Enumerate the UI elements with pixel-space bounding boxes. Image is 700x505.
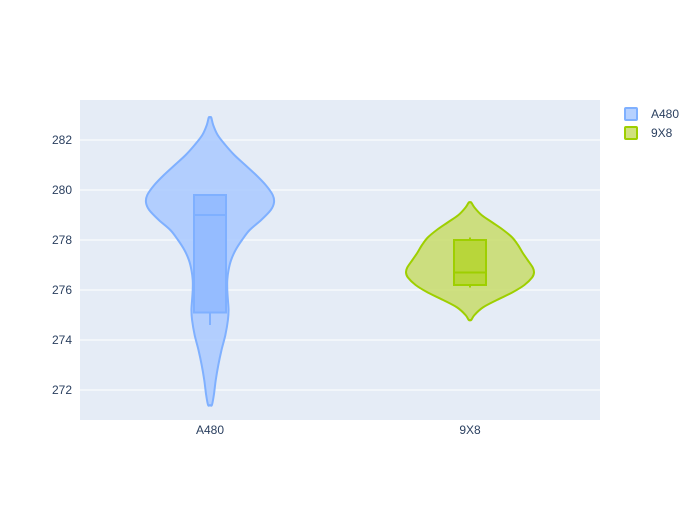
legend-label: 9X8 xyxy=(651,126,673,140)
violin-9x8[interactable] xyxy=(404,201,536,322)
violin-box[interactable] xyxy=(453,239,487,286)
gridlines xyxy=(80,139,600,391)
violins xyxy=(144,115,536,407)
x-tick-label: 9X8 xyxy=(459,423,481,437)
legend-item-9x8[interactable]: 9X8 xyxy=(624,126,673,140)
x-axis-ticks: A480 9X8 xyxy=(196,423,481,437)
violin-box[interactable] xyxy=(193,194,227,314)
y-tick-label: 274 xyxy=(52,333,72,347)
violin-a480[interactable] xyxy=(144,115,276,407)
x-tick-label: A480 xyxy=(196,423,224,437)
legend-swatch xyxy=(624,107,638,121)
legend-swatch xyxy=(624,126,638,140)
legend[interactable]: A480 9X8 xyxy=(624,107,679,140)
y-axis-ticks: 272 274 276 278 280 282 xyxy=(52,133,72,397)
y-tick-label: 278 xyxy=(52,233,72,247)
y-tick-label: 282 xyxy=(52,133,72,147)
y-tick-label: 280 xyxy=(52,183,72,197)
y-tick-label: 276 xyxy=(52,283,72,297)
legend-label: A480 xyxy=(651,107,679,121)
y-tick-label: 272 xyxy=(52,383,72,397)
legend-item-a480[interactable]: A480 xyxy=(624,107,679,121)
